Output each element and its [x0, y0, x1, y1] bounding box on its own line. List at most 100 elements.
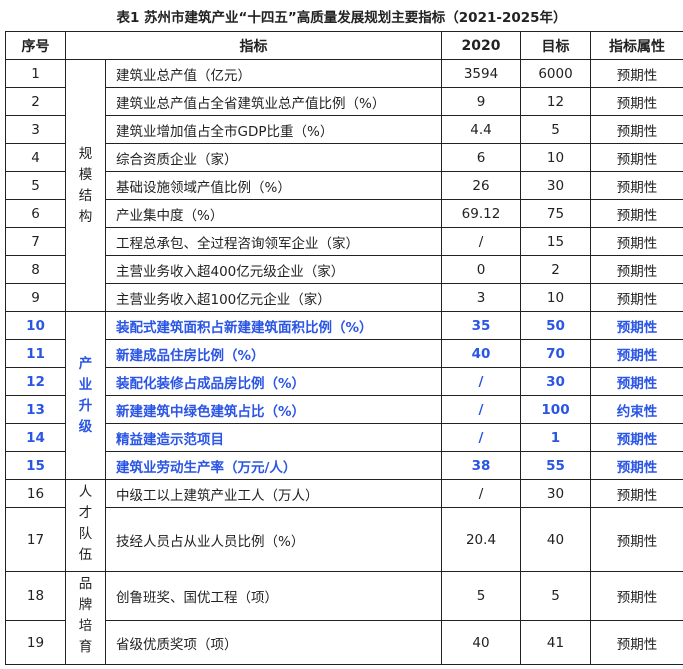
cell-attr: 预期性: [590, 479, 683, 508]
cell-name: 工程总承包、全过程咨询领军企业（家）: [105, 227, 442, 256]
table-row: 7 工程总承包、全过程咨询领军企业（家）/15 预期性: [5, 227, 683, 256]
cell-target: 10: [520, 143, 591, 172]
cell-attr: 预期性: [590, 507, 683, 572]
cell-name: 省级优质奖项（项）: [105, 620, 442, 665]
table-row: 18 品牌培育 创鲁班奖、国优工程（项） 5 5 预期性: [5, 571, 683, 665]
cell-name: 精益建造示范项目: [105, 423, 442, 452]
cell-attr: 预期性: [590, 451, 683, 480]
cell-no: 2: [5, 87, 66, 116]
cell-target: 2: [520, 255, 591, 284]
cell-y2020: 3: [441, 283, 521, 312]
cell-no: 1: [5, 59, 66, 88]
table-row: 12 装配化装修占成品房比例（%）/30 预期性: [5, 367, 683, 396]
cell-target: 5: [520, 571, 591, 621]
cell-y2020: 9: [441, 87, 521, 116]
header-2020: 2020: [441, 31, 521, 60]
cell-no: 3: [5, 115, 66, 144]
group-label: 人才队伍: [65, 479, 106, 572]
cell-target: 30: [520, 367, 591, 396]
cell-attr: 约束性: [590, 395, 683, 424]
group-label: 规模结构: [65, 59, 106, 312]
cell-no: 6: [5, 199, 66, 228]
cell-y2020: 40: [441, 620, 521, 665]
cell-attr: 预期性: [590, 367, 683, 396]
table-row: 11 新建成品住房比例（%） 40 70 预期性: [5, 339, 683, 368]
cell-name: 装配式建筑面积占新建建筑面积比例（%）: [105, 311, 442, 340]
cell-y2020: 26: [441, 171, 521, 200]
group-label-text: 产业升级: [78, 355, 93, 435]
cell-name: 综合资质企业（家）: [105, 143, 442, 172]
cell-attr: 预期性: [590, 115, 683, 144]
cell-target: 30: [520, 479, 591, 508]
cell-no: 8: [5, 255, 66, 284]
cell-no: 15: [5, 451, 66, 480]
table-row: 9 主营业务收入超100亿元企业（家） 3 10 预期性: [5, 283, 683, 312]
cell-y2020: 69.12: [441, 199, 521, 228]
table-row: 16 人才队伍 中级工以上建筑产业工人（万人）/30 预期性: [5, 479, 683, 572]
cell-name: 产业集中度（%）: [105, 199, 442, 228]
cell-y2020: 38: [441, 451, 521, 480]
cell-name: 技经人员占从业人员比例（%）: [105, 507, 442, 572]
cell-name: 建筑业增加值占全市GDP比重（%）: [105, 115, 442, 144]
group-label: 产业升级: [65, 311, 106, 480]
cell-y2020: /: [441, 395, 521, 424]
cell-attr: 预期性: [590, 311, 683, 340]
table-title: 表1 苏州市建筑产业“十四五”高质量发展规划主要指标（2021-2025年）: [116, 10, 567, 26]
group-label: 品牌培育: [65, 571, 106, 665]
header-attr: 指标属性: [590, 31, 683, 60]
cell-no: 11: [5, 339, 66, 368]
table-row: 14 精益建造示范项目/1 预期性: [5, 423, 683, 452]
cell-attr: 预期性: [590, 571, 683, 621]
cell-name: 装配化装修占成品房比例（%）: [105, 367, 442, 396]
table-row: 3 建筑业增加值占全市GDP比重（%） 4.4 5 预期性: [5, 115, 683, 144]
table-row: 8 主营业务收入超400亿元级企业（家） 0 2 预期性: [5, 255, 683, 284]
cell-target: 5: [520, 115, 591, 144]
table-row: 19 省级优质奖项（项） 40 41 预期性: [5, 620, 683, 665]
cell-no: 19: [5, 620, 66, 665]
cell-attr: 预期性: [590, 620, 683, 665]
cell-attr: 预期性: [590, 87, 683, 116]
cell-name: 建筑业总产值占全省建筑业总产值比例（%）: [105, 87, 442, 116]
cell-y2020: 4.4: [441, 115, 521, 144]
cell-target: 55: [520, 451, 591, 480]
table-row: 2 建筑业总产值占全省建筑业总产值比例（%） 9 12 预期性: [5, 87, 683, 116]
cell-name: 新建建筑中绿色建筑占比（%）: [105, 395, 442, 424]
cell-no: 17: [5, 507, 66, 572]
cell-target: 100: [520, 395, 591, 424]
cell-no: 5: [5, 171, 66, 200]
table-row: 13 新建建筑中绿色建筑占比（%）/100 约束性: [5, 395, 683, 424]
cell-target: 50: [520, 311, 591, 340]
cell-y2020: /: [441, 479, 521, 508]
table-row: 4 综合资质企业（家） 6 10 预期性: [5, 143, 683, 172]
header-no: 序号: [5, 31, 66, 60]
cell-y2020: 5: [441, 571, 521, 621]
cell-name: 主营业务收入超400亿元级企业（家）: [105, 255, 442, 284]
table-row: 17 技经人员占从业人员比例（%） 20.4 40 预期性: [5, 507, 683, 572]
cell-attr: 预期性: [590, 59, 683, 88]
cell-target: 75: [520, 199, 591, 228]
cell-y2020: /: [441, 367, 521, 396]
cell-attr: 预期性: [590, 199, 683, 228]
cell-no: 13: [5, 395, 66, 424]
cell-y2020: /: [441, 423, 521, 452]
cell-y2020: 6: [441, 143, 521, 172]
cell-no: 14: [5, 423, 66, 452]
cell-y2020: 40: [441, 339, 521, 368]
cell-attr: 预期性: [590, 227, 683, 256]
cell-y2020: 3594: [441, 59, 521, 88]
cell-target: 12: [520, 87, 591, 116]
header-target: 目标: [520, 31, 591, 60]
cell-name: 建筑业总产值（亿元）: [105, 59, 442, 88]
cell-attr: 预期性: [590, 339, 683, 368]
cell-attr: 预期性: [590, 255, 683, 284]
header-indicator: 指标: [65, 31, 442, 60]
cell-no: 18: [5, 571, 66, 621]
group-label-text: 品牌培育: [78, 576, 93, 655]
cell-target: 6000: [520, 59, 591, 88]
cell-target: 40: [520, 507, 591, 572]
cell-target: 1: [520, 423, 591, 452]
table-row: 15 建筑业劳动生产率（万元/人） 38 55 预期性: [5, 451, 683, 480]
table-row: 5 基础设施领域产值比例（%） 26 30 预期性: [5, 171, 683, 200]
cell-name: 新建成品住房比例（%）: [105, 339, 442, 368]
table-row: 10 产业升级 装配式建筑面积占新建建筑面积比例（%） 35 50 预期性: [5, 311, 683, 480]
